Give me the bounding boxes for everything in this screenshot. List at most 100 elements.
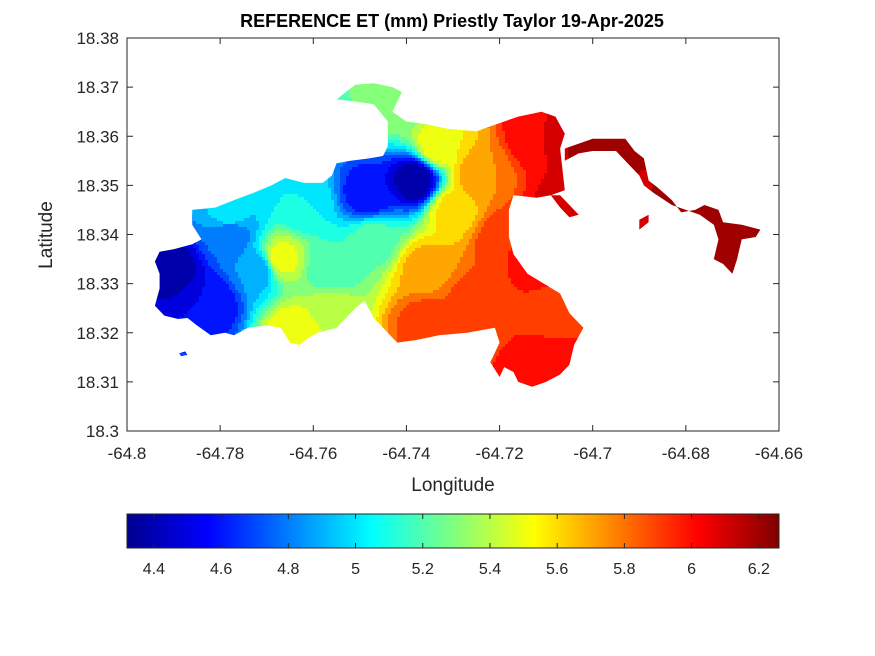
heat-cell xyxy=(493,140,496,143)
heat-cell xyxy=(556,125,559,128)
heat-cell xyxy=(541,128,544,131)
heat-cell xyxy=(526,143,529,146)
heat-cell xyxy=(601,140,604,143)
heat-cell xyxy=(394,140,397,143)
heat-cell xyxy=(376,83,379,86)
heat-cell xyxy=(535,134,538,137)
heat-cell xyxy=(433,125,436,128)
heat-cell xyxy=(349,98,352,101)
heat-cell xyxy=(562,131,565,134)
heat-cell xyxy=(415,125,418,128)
heat-cell xyxy=(424,134,427,137)
heat-cell xyxy=(526,140,529,143)
heat-cell xyxy=(433,146,436,149)
heat-cell xyxy=(532,140,535,143)
heat-cell xyxy=(541,125,544,128)
heat-cell xyxy=(520,146,523,149)
heat-cell xyxy=(556,122,559,125)
heat-cell xyxy=(505,134,508,137)
heat-cell xyxy=(391,137,394,140)
heat-cell xyxy=(421,134,424,137)
heat-cell xyxy=(574,146,577,149)
heat-cell xyxy=(454,146,457,149)
heat-cell xyxy=(463,131,466,134)
heat-cell xyxy=(412,140,415,143)
heat-cell xyxy=(538,113,541,116)
heat-cell xyxy=(361,95,364,98)
heat-cell xyxy=(385,92,388,95)
heat-cell xyxy=(418,122,421,125)
heat-cell xyxy=(388,89,391,92)
heat-cell xyxy=(394,122,397,125)
heat-cell xyxy=(514,128,517,131)
heat-cell xyxy=(535,113,538,116)
heat-cell xyxy=(616,140,619,143)
heat-cell xyxy=(490,140,493,143)
heat-cell xyxy=(412,143,415,146)
heat-cell xyxy=(484,131,487,134)
heat-cell xyxy=(379,86,382,89)
heat-cell xyxy=(469,143,472,146)
heat-cell xyxy=(406,143,409,146)
heat-cell xyxy=(520,143,523,146)
heat-cell xyxy=(442,134,445,137)
heat-cell xyxy=(388,134,391,137)
heat-cell xyxy=(496,140,499,143)
heat-cell xyxy=(367,101,370,104)
heat-cell xyxy=(361,98,364,101)
heat-cell xyxy=(445,128,448,131)
heat-cell xyxy=(394,116,397,119)
heat-cell xyxy=(544,113,547,116)
heat-cell xyxy=(553,119,556,122)
heat-cell xyxy=(505,131,508,134)
heat-cell xyxy=(445,134,448,137)
heat-cell xyxy=(553,125,556,128)
heat-cell xyxy=(415,131,418,134)
heat-cell xyxy=(508,134,511,137)
heat-cell xyxy=(487,128,490,131)
heat-cell xyxy=(427,128,430,131)
heat-cell xyxy=(508,122,511,125)
heat-cell xyxy=(520,125,523,128)
heat-cell xyxy=(487,143,490,146)
heat-cell xyxy=(523,125,526,128)
heat-cell xyxy=(400,146,403,149)
heat-cell xyxy=(421,140,424,143)
heat-cell xyxy=(400,125,403,128)
heat-cell xyxy=(430,134,433,137)
heat-cell xyxy=(505,146,508,149)
heat-cell xyxy=(514,119,517,122)
heat-cell xyxy=(388,122,391,125)
heat-cell xyxy=(559,143,562,146)
heat-cell xyxy=(358,86,361,89)
heat-cell xyxy=(403,119,406,122)
heat-cell xyxy=(394,128,397,131)
heat-cell xyxy=(601,146,604,149)
heat-cell xyxy=(430,146,433,149)
heat-cell xyxy=(385,98,388,101)
heat-cell xyxy=(433,140,436,143)
heat-cell xyxy=(619,146,622,149)
heat-cell xyxy=(415,140,418,143)
heat-cell xyxy=(439,128,442,131)
heat-cell xyxy=(547,137,550,140)
heat-cell xyxy=(442,140,445,143)
heat-cell xyxy=(469,134,472,137)
heat-cell xyxy=(448,128,451,131)
heat-cell xyxy=(391,119,394,122)
heat-cell xyxy=(367,98,370,101)
heat-cell xyxy=(457,140,460,143)
heat-cell xyxy=(523,128,526,131)
heat-cell xyxy=(622,140,625,143)
heat-cell xyxy=(499,134,502,137)
heat-cell xyxy=(439,137,442,140)
heat-cell xyxy=(544,131,547,134)
heat-cell xyxy=(547,134,550,137)
heat-cell xyxy=(364,89,367,92)
heat-cell xyxy=(472,134,475,137)
heat-cell xyxy=(370,101,373,104)
heat-cell xyxy=(598,143,601,146)
heat-cell xyxy=(382,98,385,101)
heat-cell xyxy=(421,146,424,149)
